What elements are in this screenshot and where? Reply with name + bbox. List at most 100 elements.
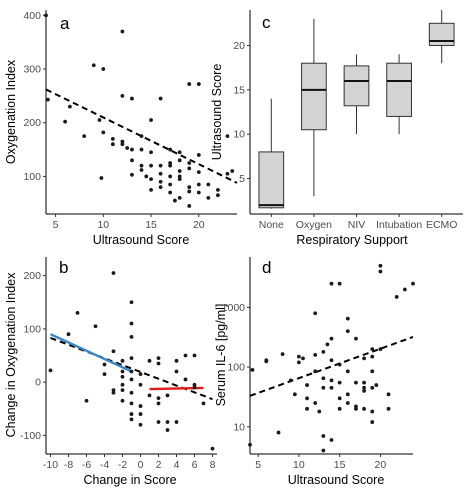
panel-c-x-ticks: None Oxygen NIV Intubation ECMO	[259, 214, 457, 231]
panel-a-point	[120, 139, 125, 144]
panel-a-point	[158, 179, 163, 184]
panel-a-point	[216, 187, 220, 192]
panel-d-point	[337, 396, 342, 401]
panel-d-point	[329, 358, 334, 363]
panel-d-point	[317, 409, 322, 414]
panel-a-point	[187, 189, 192, 194]
panel-b-point	[165, 428, 170, 432]
panel-d-point	[329, 336, 334, 341]
panel-d-point	[329, 438, 334, 442]
panel-b-point	[120, 382, 125, 387]
panel-a-point	[196, 153, 201, 157]
panel-d-point	[345, 401, 350, 405]
panel-b-point	[138, 404, 143, 408]
panel-d-y-tick-label: 10	[233, 421, 245, 433]
panel-b-point	[93, 324, 98, 329]
panel-c-letter: c	[262, 13, 271, 32]
panel-a-point	[168, 174, 173, 179]
panel-b-x-tick-label: -2	[118, 459, 127, 471]
panel-d-point	[321, 448, 326, 453]
panel-d-trend-line	[249, 336, 414, 397]
panel-c-y-tick-label: 15	[233, 84, 245, 96]
panel-d-point	[370, 369, 375, 374]
panel-d-x-tick-label: 15	[334, 459, 346, 471]
panel-a-point	[196, 190, 201, 195]
panel-b-plot-area	[46, 257, 217, 454]
panel-d-point	[354, 380, 358, 385]
panel-a-letter: a	[60, 14, 70, 33]
panel-d-point	[313, 353, 318, 357]
panel-a-y-tick-label: 200	[23, 117, 41, 129]
panel-a-x-tick-label: 15	[145, 219, 157, 231]
panel-a-point	[177, 158, 182, 163]
panel-d-point	[362, 388, 366, 393]
panel-a-point	[187, 204, 192, 208]
panel-b-x-tick-label: -4	[100, 459, 109, 471]
panel-b-y-tick-label: -100	[20, 430, 41, 442]
panel-d-point	[354, 336, 358, 341]
panel-a-point	[97, 118, 102, 122]
panel-b-point	[129, 417, 134, 422]
panel-b-x-tick-label: 8	[210, 459, 216, 471]
panel-a-point	[130, 96, 134, 101]
panel-d-point	[362, 356, 366, 361]
panel-d: d Ultrasound Score Serum IL-6 [pg/ml] 5 1…	[214, 257, 415, 487]
panel-a-point	[177, 195, 182, 200]
panel-c-y-ticks: 5 10 15 20	[233, 40, 250, 185]
panel-d-point	[288, 378, 293, 383]
panel-a-point	[158, 163, 163, 168]
panel-c-y-tick-label: 10	[233, 129, 245, 141]
panel-a-point	[144, 174, 149, 179]
panel-d-points	[248, 263, 415, 453]
panel-d-point	[337, 406, 342, 411]
panel-d-point	[337, 362, 342, 367]
panel-a-point	[225, 134, 230, 139]
panel-a-point	[63, 119, 67, 124]
panel-c-boxes	[258, 10, 455, 209]
panel-a-point	[206, 195, 211, 200]
panel-d-point	[378, 263, 383, 268]
panel-b-x-axis-title: Change in Score	[83, 473, 176, 487]
panel-c-box-none	[258, 151, 285, 209]
panel-a-point	[187, 82, 192, 86]
panel-b-x-tick-label: -6	[82, 459, 91, 471]
panel-d-point	[329, 378, 334, 383]
panel-a-point	[168, 147, 173, 152]
panel-a-point	[158, 185, 163, 190]
panel-d-point	[329, 281, 334, 286]
panel-a-point	[187, 161, 192, 165]
panel-d-y-axis-title: Serum IL-6 [pg/ml]	[214, 304, 228, 407]
panel-d-point	[337, 281, 342, 286]
panel-b-point	[138, 372, 143, 377]
panel-d-point	[394, 295, 399, 299]
panel-d-point	[386, 392, 391, 397]
panel-a-point	[149, 187, 153, 192]
panel-b-point	[129, 377, 134, 382]
panel-d-point	[305, 396, 309, 401]
panel-b-point	[129, 390, 134, 395]
panel-c-x-tick-label: NIV	[348, 219, 366, 231]
panel-a-point	[120, 29, 125, 34]
panel-d-point	[321, 376, 326, 381]
panel-a-point	[149, 163, 153, 168]
panel-a-point	[149, 177, 153, 182]
panel-b-point	[129, 401, 134, 406]
panel-d-x-ticks: 5 10 15 20	[255, 454, 386, 471]
panel-b-negative-change-fit-line	[49, 333, 133, 373]
panel-b-point	[129, 300, 134, 305]
panel-b-point	[138, 422, 143, 427]
panel-b-point	[111, 349, 116, 354]
panel-a-point	[125, 146, 130, 150]
panel-d-trend	[249, 336, 414, 397]
panel-c: c Respiratory Support Ultrasound Score N…	[210, 10, 463, 247]
panel-a-point	[173, 198, 177, 203]
panel-d-point	[313, 311, 318, 316]
panel-a-point	[196, 82, 201, 86]
panel-a-point	[230, 169, 235, 173]
panel-b-point	[75, 311, 80, 315]
panel-a-point	[216, 193, 220, 198]
panel-b-point	[66, 332, 71, 337]
panel-d-point	[374, 383, 379, 387]
panel-b-point	[165, 393, 170, 398]
panel-d-point	[297, 360, 301, 365]
